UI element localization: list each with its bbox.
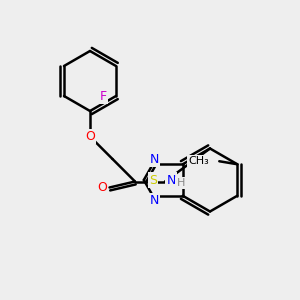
Text: N: N bbox=[167, 173, 176, 187]
Text: S: S bbox=[149, 173, 157, 187]
Text: N: N bbox=[150, 194, 159, 207]
Text: CH₃: CH₃ bbox=[188, 156, 209, 166]
Text: H: H bbox=[176, 178, 185, 188]
Text: O: O bbox=[97, 181, 107, 194]
Text: N: N bbox=[150, 153, 159, 166]
Text: F: F bbox=[100, 89, 107, 103]
Text: O: O bbox=[85, 130, 95, 143]
